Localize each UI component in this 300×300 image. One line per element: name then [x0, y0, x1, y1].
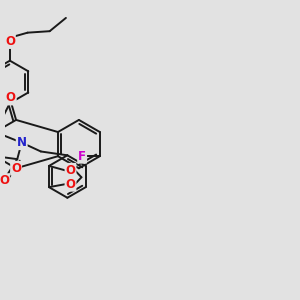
- Text: O: O: [6, 92, 16, 104]
- Text: O: O: [11, 162, 21, 175]
- Text: O: O: [0, 174, 9, 187]
- Text: O: O: [65, 164, 76, 177]
- Text: O: O: [65, 178, 76, 191]
- Text: O: O: [5, 35, 15, 48]
- Text: N: N: [17, 136, 27, 149]
- Text: F: F: [78, 150, 86, 163]
